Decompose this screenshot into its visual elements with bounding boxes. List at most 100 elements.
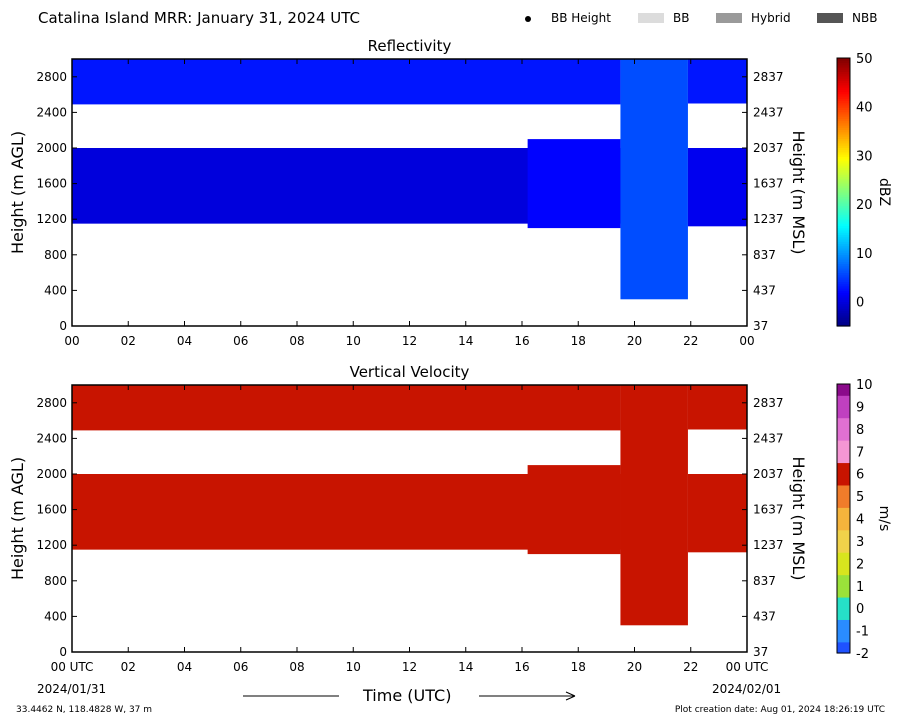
colorbar-cell bbox=[837, 464, 850, 468]
colorbar-cell bbox=[837, 167, 850, 171]
x-tick-label: 02 bbox=[121, 334, 136, 348]
colorbar-cell bbox=[837, 66, 850, 70]
colorbar-cell bbox=[837, 480, 850, 484]
y-tick-label-left: 2000 bbox=[36, 467, 67, 481]
colorbar-cell bbox=[837, 596, 850, 600]
legend-swatch-hybrid bbox=[716, 13, 742, 23]
colorbar-cell bbox=[837, 558, 850, 562]
colorbar-cell bbox=[837, 281, 850, 285]
colorbar-cell bbox=[837, 413, 850, 416]
colorbar-cell bbox=[837, 502, 850, 506]
colorbar-cell bbox=[837, 227, 850, 231]
colorbar-cell bbox=[837, 323, 850, 327]
colorbar-cell bbox=[837, 614, 850, 618]
colorbar-cell bbox=[837, 511, 850, 515]
colorbar-tick-label: -2 bbox=[856, 647, 869, 662]
colorbar-cell bbox=[837, 321, 850, 325]
start-date: 2024/01/31 bbox=[37, 682, 107, 696]
colorbar-cell bbox=[837, 435, 850, 439]
colorbar-cell bbox=[837, 200, 850, 204]
colorbar-cell bbox=[837, 650, 850, 654]
colorbar-cell bbox=[837, 491, 850, 495]
colorbar-cell bbox=[837, 392, 850, 396]
colorbar-tick-label: 10 bbox=[856, 378, 873, 393]
colorbar-cell bbox=[837, 489, 850, 493]
colorbar-cell bbox=[837, 174, 850, 177]
colorbar-cell bbox=[837, 498, 850, 502]
y-tick-label-left: 2000 bbox=[36, 141, 67, 155]
colorbar-cell bbox=[837, 567, 850, 571]
colorbar-cell bbox=[837, 406, 850, 410]
colorbar-cell bbox=[837, 270, 850, 273]
x-tick-label: 10 bbox=[346, 660, 361, 674]
colorbar-cell bbox=[837, 236, 850, 240]
colorbar-cell bbox=[837, 256, 850, 260]
colorbar-cell bbox=[837, 496, 850, 499]
colorbar-cell bbox=[837, 301, 850, 305]
colorbar-cell bbox=[837, 214, 850, 218]
colorbar-cell bbox=[837, 129, 850, 133]
x-tick-label: 00 bbox=[64, 334, 79, 348]
colorbar-cell bbox=[837, 64, 850, 68]
colorbar-cell bbox=[837, 462, 850, 466]
legend-swatch-nbb bbox=[817, 13, 843, 23]
colorbar-cell bbox=[837, 232, 850, 236]
colorbar-cell bbox=[837, 594, 850, 598]
colorbar-cell bbox=[837, 635, 850, 638]
chart-title: Vertical Velocity bbox=[350, 363, 470, 381]
x-tick-label: 18 bbox=[571, 334, 586, 348]
colorbar-tick-label: 6 bbox=[856, 468, 864, 483]
y-axis-label-left: Height (m AGL) bbox=[8, 457, 27, 580]
colorbar-cell bbox=[837, 207, 850, 211]
colorbar-cell bbox=[837, 151, 850, 155]
colorbar-label: dBZ bbox=[876, 178, 892, 206]
colorbar-tick-label: 40 bbox=[856, 101, 873, 116]
colorbar-cell bbox=[837, 288, 850, 291]
colorbar-cell bbox=[837, 522, 850, 526]
colorbar-cell bbox=[837, 563, 850, 567]
y-tick-label-left: 400 bbox=[44, 283, 67, 297]
colorbar-cell bbox=[837, 547, 850, 551]
colorbar-cell bbox=[837, 265, 850, 269]
colorbar-cell bbox=[837, 58, 850, 61]
colorbar-cell bbox=[837, 531, 850, 535]
colorbar-cell bbox=[837, 267, 850, 271]
colorbar-cell bbox=[837, 95, 850, 99]
colorbar-cell bbox=[837, 386, 850, 390]
colorbar-cell bbox=[837, 422, 850, 425]
colorbar-cell bbox=[837, 529, 850, 533]
colorbar-cell bbox=[837, 254, 850, 258]
colorbar-cell bbox=[837, 192, 850, 195]
colorbar-cell bbox=[837, 263, 850, 267]
bb-height-legend-dot bbox=[525, 16, 531, 22]
colorbar-cell bbox=[837, 628, 850, 632]
x-tick-label: 12 bbox=[402, 334, 417, 348]
colorbar-cell bbox=[837, 131, 850, 135]
legend-label-bb: BB bbox=[673, 11, 690, 25]
colorbar-cell bbox=[837, 455, 850, 459]
colorbar-cell bbox=[837, 442, 850, 446]
colorbar-cell bbox=[837, 390, 850, 394]
colorbar-cell bbox=[837, 87, 850, 90]
colorbar-cell bbox=[837, 279, 850, 282]
colorbar-cell bbox=[837, 158, 850, 162]
colorbar-cell bbox=[837, 570, 850, 573]
legend-swatch-bb bbox=[638, 13, 664, 23]
colorbar-cell bbox=[837, 116, 850, 119]
colorbar-cell bbox=[837, 648, 850, 652]
y-tick-label-right: 1637 bbox=[753, 177, 784, 191]
colorbar-cell bbox=[837, 644, 850, 647]
colorbar-cell bbox=[837, 234, 850, 238]
location-text: 33.4462 N, 118.4828 W, 37 m bbox=[16, 705, 153, 715]
colorbar-cell bbox=[837, 93, 850, 97]
colorbar-cell bbox=[837, 576, 850, 580]
colorbar-cell bbox=[837, 185, 850, 189]
colorbar-cell bbox=[837, 579, 850, 582]
colorbar-cell bbox=[837, 122, 850, 126]
colorbar-cell bbox=[837, 395, 850, 399]
y-tick-label-left: 2400 bbox=[36, 431, 67, 445]
colorbar-cell bbox=[837, 283, 850, 287]
colorbar-cell bbox=[837, 73, 850, 77]
colorbar-cell bbox=[837, 109, 850, 113]
colorbar-cell bbox=[837, 475, 850, 479]
